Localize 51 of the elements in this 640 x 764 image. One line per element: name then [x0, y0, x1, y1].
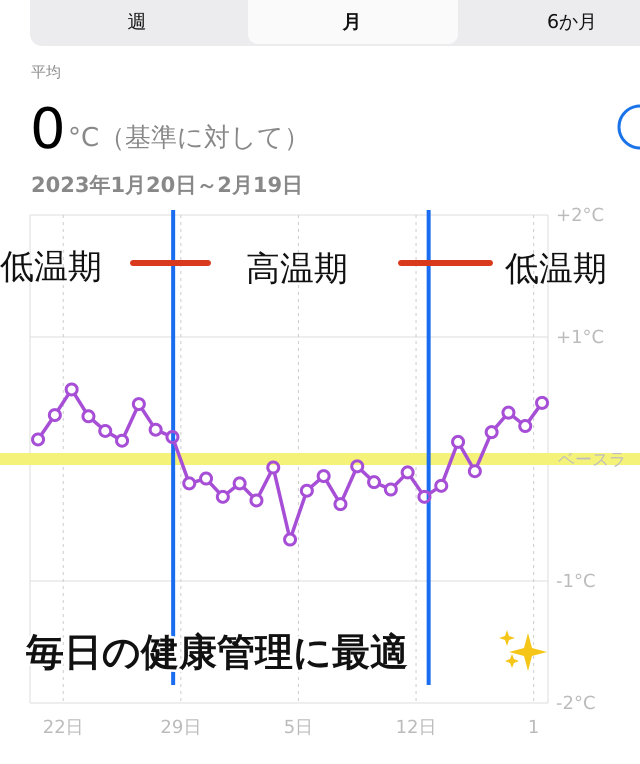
point [165, 430, 180, 444]
point [148, 422, 163, 437]
annotation: 高温期 [246, 249, 348, 289]
point [98, 424, 112, 438]
point [451, 434, 466, 449]
text: 6か月 [546, 11, 598, 33]
point [316, 469, 331, 484]
x-tick-label: 29日 [160, 717, 202, 738]
point [333, 497, 348, 512]
point [400, 465, 415, 480]
y-tick-label: +1°C [556, 327, 604, 348]
point [249, 493, 264, 508]
y-tick-label: -2°C [556, 693, 596, 714]
point [434, 478, 448, 493]
point [300, 484, 314, 498]
annotation: 低温期 [0, 247, 102, 287]
point [115, 434, 130, 448]
chart-subtitle: °C（基準に対して） [68, 123, 310, 153]
point [535, 396, 550, 410]
x-tick-label: 1 [528, 717, 540, 738]
point [199, 472, 214, 486]
point [81, 409, 96, 424]
point [216, 490, 230, 504]
text: 週 [128, 11, 146, 33]
x-tick-label: 5日 [284, 717, 314, 738]
point [501, 406, 516, 420]
point [350, 459, 364, 474]
point [48, 408, 62, 422]
point [484, 425, 499, 440]
point [384, 482, 398, 496]
x-tick-label: 22日 [42, 717, 84, 738]
point [518, 419, 532, 434]
text: 月 [342, 11, 362, 33]
point [468, 464, 482, 478]
point [283, 532, 298, 547]
annotation: 低温期 [505, 249, 607, 289]
chart-title: 0 [30, 97, 66, 162]
point [132, 397, 146, 412]
point [64, 382, 79, 396]
ref-line-label: ベースラ [558, 450, 626, 470]
text: 2023年1月20日～2月19日 [31, 173, 304, 197]
point [182, 476, 196, 490]
y-tick-label: +2°C [556, 205, 604, 226]
point [31, 432, 46, 446]
point [232, 476, 247, 490]
point [417, 490, 432, 504]
y-tick-label: -1°C [556, 571, 596, 592]
point [367, 475, 382, 490]
text: 平均 [31, 63, 61, 81]
point [266, 460, 280, 475]
x-tick-label: 12日 [396, 717, 437, 738]
